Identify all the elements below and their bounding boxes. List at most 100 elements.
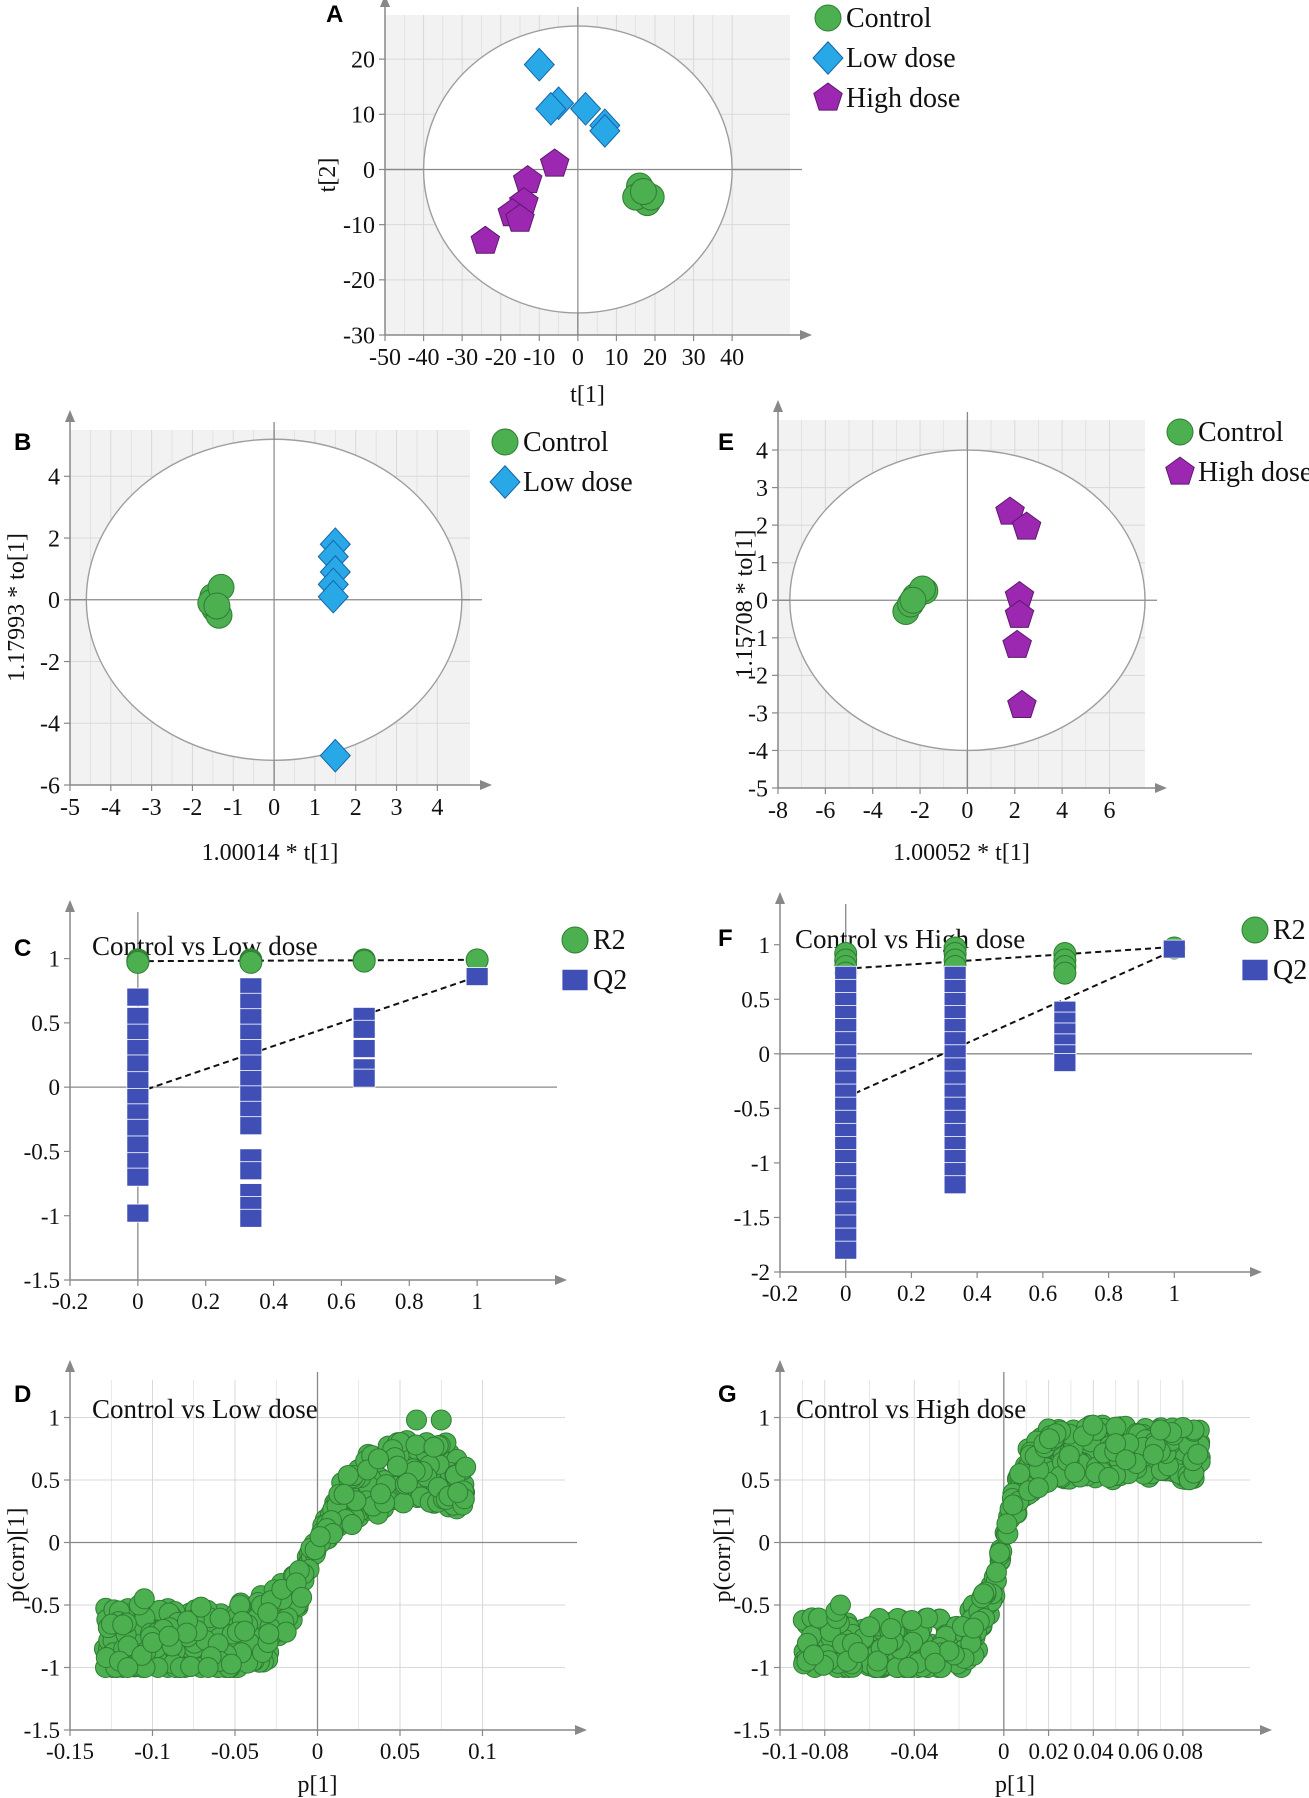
data-point-high-dose xyxy=(995,496,1025,525)
x-tick-label: -2 xyxy=(182,795,202,821)
x-tick-label: 0.6 xyxy=(327,1289,356,1314)
panel-letter: B xyxy=(14,429,31,456)
data-point-q2 xyxy=(352,1068,376,1088)
data-point-q2 xyxy=(126,1071,150,1091)
x-tick-label: -0.2 xyxy=(52,1289,88,1314)
data-point-metabolites xyxy=(447,1482,469,1503)
chart-B: -5 -4 -3 -2 -1 0 1 2 3 4 -6 -4 -2 0 2 4 1.00014 * t[1] 1.… xyxy=(4,410,633,866)
y-axis-label: 1.15708 * to[1] xyxy=(732,530,758,679)
data-point-r2 xyxy=(126,950,150,974)
y-tick-label: -0.5 xyxy=(24,1593,60,1618)
y-tick-label: -1 xyxy=(748,626,768,652)
data-point xyxy=(897,1657,919,1678)
x-tick-label: -30 xyxy=(446,345,478,371)
x-tick-label: -2 xyxy=(910,798,930,824)
y-tick-label: -6 xyxy=(40,773,60,799)
y-tick-label: 0 xyxy=(49,1075,61,1100)
data-point-q2 xyxy=(943,1175,967,1195)
x-tick-label: -0.04 xyxy=(890,1739,938,1764)
legend-label: Control xyxy=(1198,417,1284,448)
x-axis-arrow xyxy=(555,1275,567,1285)
data-point xyxy=(455,1456,477,1478)
legend-label: Q2 xyxy=(593,965,627,996)
x-tick-label: 0.08 xyxy=(1163,1739,1203,1764)
y-tick-label: 3 xyxy=(756,476,768,502)
y-tick-label: -1.5 xyxy=(734,1718,770,1743)
data-point xyxy=(423,1436,445,1458)
y-tick-label: -1 xyxy=(41,1204,60,1229)
data-point xyxy=(386,1455,408,1477)
y-tick-label: 0 xyxy=(48,588,60,614)
x-tick-label: -0.05 xyxy=(211,1739,259,1764)
y-tick-label: 2 xyxy=(756,514,768,540)
data-point-high-dose xyxy=(1007,689,1037,718)
data-point-q2 xyxy=(126,1118,150,1138)
x-tick-label: -10 xyxy=(523,345,555,371)
data-point xyxy=(309,1526,331,1548)
data-point xyxy=(209,1607,231,1629)
data-point-q2 xyxy=(465,967,489,986)
x-tick-label: -40 xyxy=(408,345,440,371)
x-tick-label: 0.2 xyxy=(191,1289,220,1314)
y-tick-label: -2 xyxy=(751,1260,770,1285)
x-tick-label: -4 xyxy=(101,795,121,821)
data-point-q2 xyxy=(126,1054,150,1074)
data-point-q2 xyxy=(834,1240,858,1260)
y-tick-label: -1 xyxy=(41,1656,60,1681)
x-tick-label: -6 xyxy=(815,798,835,824)
data-point-q2 xyxy=(239,1161,263,1181)
regression-line xyxy=(845,949,1175,1099)
y-axis-arrow xyxy=(65,900,75,912)
y-tick-label: -2 xyxy=(40,650,60,676)
data-point-low-dose xyxy=(535,91,567,126)
data-point-metabolites xyxy=(158,1625,180,1647)
y-tick-label: 1 xyxy=(49,1406,61,1431)
y-axis-arrow xyxy=(380,0,390,7)
panel-letter: C xyxy=(14,935,31,962)
data-point-q2 xyxy=(352,1039,376,1058)
data-point xyxy=(1002,1494,1024,1516)
x-tick-label: -3 xyxy=(142,795,162,821)
y-tick-label: 0.5 xyxy=(741,987,770,1012)
x-axis-arrow xyxy=(1250,1267,1262,1277)
x-axis-label: 1.00014 * t[1] xyxy=(202,840,339,866)
data-point-high-dose xyxy=(1004,599,1035,628)
data-point xyxy=(220,1653,242,1675)
y-axis-arrow xyxy=(775,1360,785,1372)
legend-marker xyxy=(813,82,843,111)
panel-letter: E xyxy=(718,429,734,456)
y-tick-label: -4 xyxy=(748,739,768,765)
y-axis-arrow xyxy=(773,400,783,412)
panel-letter: G xyxy=(718,1381,737,1408)
chart-title: Control vs High dose xyxy=(796,1394,1026,1424)
data-point xyxy=(1105,1433,1127,1455)
data-point xyxy=(989,1542,1011,1564)
regression-line xyxy=(137,958,478,963)
data-point xyxy=(1115,1449,1137,1471)
x-tick-label: -4 xyxy=(863,798,883,824)
data-point-metabolites xyxy=(803,1644,825,1666)
legend-marker xyxy=(1241,916,1269,944)
data-point-q2 xyxy=(1053,1053,1077,1072)
x-tick-label: 0 xyxy=(840,1281,852,1306)
data-point xyxy=(973,1583,995,1605)
x-tick-label: 20 xyxy=(643,345,667,371)
x-tick-label: 30 xyxy=(682,345,706,371)
y-tick-label: -3 xyxy=(748,701,768,727)
x-tick-label: 6 xyxy=(1103,798,1115,824)
legend-label: Control xyxy=(846,3,932,34)
y-tick-label: -0.5 xyxy=(734,1593,770,1618)
x-tick-label: 0.06 xyxy=(1118,1739,1158,1764)
data-point-metabolites xyxy=(430,1409,452,1431)
x-tick-label: 10 xyxy=(604,345,628,371)
y-tick-label: -0.5 xyxy=(734,1096,770,1121)
legend-marker xyxy=(489,465,521,499)
data-point-low-dose xyxy=(317,579,349,614)
y-tick-label: 10 xyxy=(351,103,375,129)
y-tick-label: 1 xyxy=(759,1406,771,1431)
chart-E: -8 -6 -4 -2 0 2 4 6 -5 -4 -3 -2 -1 0 1 2 3 4 1.00052 * t[1… xyxy=(718,400,1309,866)
y-tick-label: -10 xyxy=(343,213,375,239)
x-tick-label: -0.15 xyxy=(46,1739,94,1764)
y-axis-arrow xyxy=(65,1360,75,1372)
chart-G: -0.1 -0.08 -0.04 0 0.02 0.04 0.06 0.08 -1.5 -1 -0.… xyxy=(710,1360,1272,1798)
